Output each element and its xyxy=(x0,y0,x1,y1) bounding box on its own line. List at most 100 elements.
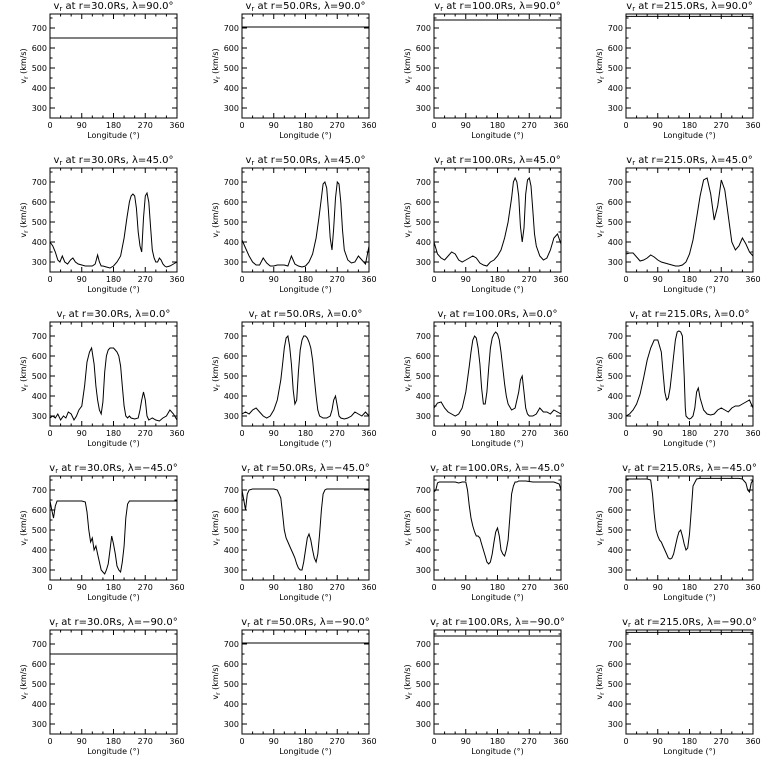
y-axis-label-main: v xyxy=(403,233,412,238)
x-tick-label: 0 xyxy=(623,583,628,592)
y-axis-label-main: v xyxy=(403,695,412,700)
x-tick-label: 180 xyxy=(106,429,121,438)
x-tick-label: 270 xyxy=(330,737,345,746)
x-tick-label: 180 xyxy=(298,275,313,284)
y-tick-label: 600 xyxy=(416,660,431,669)
panel-title-sub: r xyxy=(628,621,631,629)
panel-title-rest: at r=100.0Rs, λ=−90.0° xyxy=(439,617,565,628)
y-tick-label: 700 xyxy=(32,486,47,495)
panel-title-main: v xyxy=(430,463,436,474)
y-axis-label-rest: (km/s) xyxy=(595,48,604,76)
y-axis-label-sub: r xyxy=(215,692,222,695)
x-axis-label: Longitude (°) xyxy=(87,131,140,140)
y-axis-label-sub: r xyxy=(215,230,222,233)
y-axis-label-sub: r xyxy=(599,692,606,695)
panel-title-main: v xyxy=(626,155,632,166)
y-tick-label: 600 xyxy=(32,660,47,669)
y-axis-label-main: v xyxy=(403,387,412,392)
y-tick-label: 500 xyxy=(416,526,431,535)
panel-title-rest: at r=30.0Rs, λ=45.0° xyxy=(62,155,173,166)
y-tick-label: 400 xyxy=(608,546,623,555)
x-tick-label: 90 xyxy=(77,583,87,592)
x-tick-label: 180 xyxy=(490,737,505,746)
x-tick-label: 360 xyxy=(745,429,760,438)
x-tick-label: 0 xyxy=(47,121,52,130)
y-tick-label: 400 xyxy=(416,84,431,93)
y-axis-label-rest: (km/s) xyxy=(403,202,412,230)
x-axis-label: Longitude (°) xyxy=(87,747,140,756)
y-axis-label-rest: (km/s) xyxy=(403,664,412,692)
x-axis-label: Longitude (°) xyxy=(471,593,524,602)
panel-title-main: v xyxy=(430,617,436,628)
series-line xyxy=(626,477,754,560)
panel-title-sub: r xyxy=(247,621,250,629)
y-tick-label: 300 xyxy=(416,566,431,575)
series-line xyxy=(625,330,754,420)
panel-0: vr at r=30.0Rs, λ=90.0°0 90 180 270 36030040… xyxy=(19,1,185,140)
y-axis-label: vr (km/s) xyxy=(403,510,414,545)
y-axis-label-main: v xyxy=(595,387,604,392)
y-axis-label-rest: (km/s) xyxy=(595,356,604,384)
y-tick-label: 500 xyxy=(32,680,47,689)
y-axis-label-rest: (km/s) xyxy=(211,202,220,230)
x-tick-label: 270 xyxy=(714,121,729,130)
plot-frame xyxy=(49,167,178,273)
panel-title: vr at r=100.0Rs, λ=−90.0° xyxy=(430,617,565,629)
x-tick-label: 0 xyxy=(239,275,244,284)
x-tick-label: 270 xyxy=(714,429,729,438)
x-tick-label: 0 xyxy=(431,737,436,746)
y-tick-label: 700 xyxy=(224,178,239,187)
y-axis-label: vr (km/s) xyxy=(595,664,606,699)
x-tick-label: 360 xyxy=(361,121,376,130)
y-tick-label: 300 xyxy=(32,258,47,267)
panel-title-sub: r xyxy=(436,621,439,629)
x-tick-label: 180 xyxy=(682,429,697,438)
panel-title: vr at r=30.0Rs, λ=90.0° xyxy=(53,1,173,13)
y-axis-label: vr (km/s) xyxy=(211,202,222,237)
panel-title-rest: at r=215.0Rs, λ=0.0° xyxy=(638,309,749,320)
y-tick-label: 400 xyxy=(416,238,431,247)
y-axis-label-rest: (km/s) xyxy=(403,48,412,76)
panel-title-rest: at r=30.0Rs, λ=−45.0° xyxy=(58,463,178,474)
y-tick-label: 600 xyxy=(416,352,431,361)
y-tick-label: 300 xyxy=(608,104,623,113)
y-axis-label-main: v xyxy=(211,387,220,392)
x-axis-label: Longitude (°) xyxy=(663,747,716,756)
series-line xyxy=(433,331,562,417)
series-line xyxy=(49,500,177,575)
y-tick-label: 400 xyxy=(32,238,47,247)
y-tick-label: 400 xyxy=(224,700,239,709)
panel-title-sub: r xyxy=(436,467,439,475)
y-axis-label-main: v xyxy=(19,387,28,392)
y-tick-label: 700 xyxy=(416,640,431,649)
y-tick-label: 500 xyxy=(416,372,431,381)
x-axis-label: Longitude (°) xyxy=(471,439,524,448)
x-tick-label: 90 xyxy=(653,429,663,438)
plot-frame xyxy=(625,13,754,119)
y-tick-label: 700 xyxy=(32,24,47,33)
panel-title-main: v xyxy=(437,309,443,320)
x-tick-label: 360 xyxy=(169,275,184,284)
panel-title: vr at r=215.0Rs, λ=−45.0° xyxy=(622,463,757,475)
y-tick-label: 700 xyxy=(224,640,239,649)
y-tick-label: 600 xyxy=(224,198,239,207)
y-axis-label-main: v xyxy=(19,695,28,700)
panel-title: vr at r=50.0Rs, λ=−45.0° xyxy=(241,463,369,475)
panel-11: vr at r=215.0Rs, λ=0.0°0 90 180 270 36030040… xyxy=(595,309,761,448)
y-tick-label: 600 xyxy=(416,506,431,515)
y-axis-label-rest: (km/s) xyxy=(19,664,28,692)
x-tick-label: 90 xyxy=(461,429,471,438)
y-tick-label: 600 xyxy=(224,352,239,361)
y-axis-label-rest: (km/s) xyxy=(19,510,28,538)
y-tick-label: 300 xyxy=(608,566,623,575)
y-tick-label: 600 xyxy=(608,660,623,669)
x-tick-label: 360 xyxy=(169,737,184,746)
panel-title-sub: r xyxy=(251,5,254,13)
panel-title: vr at r=50.0Rs, λ=−90.0° xyxy=(241,617,369,629)
x-tick-label: 360 xyxy=(745,737,760,746)
panel-title-main: v xyxy=(434,155,440,166)
x-tick-label: 270 xyxy=(330,429,345,438)
x-axis-label: Longitude (°) xyxy=(279,593,332,602)
x-tick-label: 0 xyxy=(47,583,52,592)
y-axis-label-main: v xyxy=(595,233,604,238)
